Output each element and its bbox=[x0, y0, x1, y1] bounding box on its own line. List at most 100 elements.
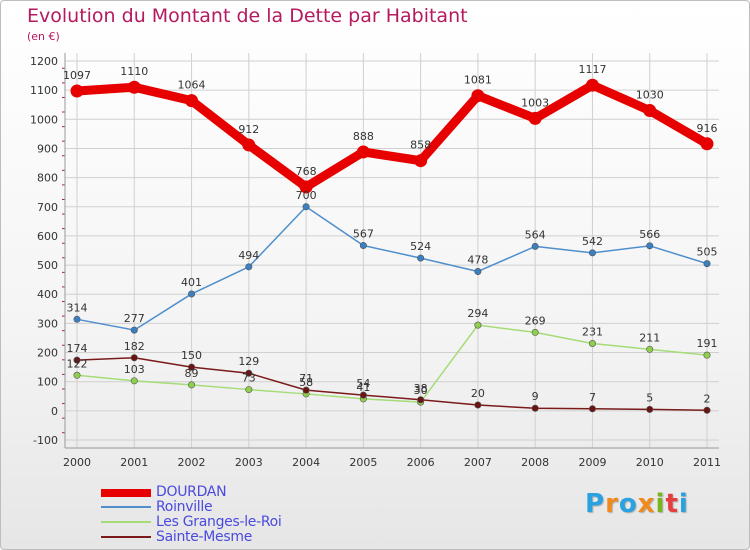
data-label-roinville: 505 bbox=[697, 246, 718, 259]
data-point-sainte-mesme bbox=[588, 405, 596, 413]
series-line-roinville bbox=[76, 206, 708, 331]
data-point-dourdan bbox=[414, 154, 428, 168]
x-tick-label: 2006 bbox=[407, 456, 435, 469]
x-tick-label: 2008 bbox=[521, 456, 549, 469]
data-point-les-granges-le-roi bbox=[531, 328, 539, 336]
axes: -100 0 100 200 300 400 500 600 700 800 900 1000 1100… bbox=[30, 53, 721, 469]
x-tick-label: 2010 bbox=[636, 456, 664, 469]
data-point-dourdan bbox=[356, 145, 370, 159]
data-point-sainte-mesme bbox=[646, 405, 654, 413]
data-label-les-granges-le-roi: 211 bbox=[639, 331, 660, 344]
data-point-sainte-mesme bbox=[188, 363, 196, 371]
data-label-les-granges-le-roi: 30 bbox=[414, 384, 428, 397]
data-label-roinville: 567 bbox=[353, 228, 374, 241]
chart-title: Evolution du Montant de la Dette par Hab… bbox=[27, 5, 468, 27]
series-lines bbox=[70, 78, 714, 414]
y-tick-label: -100 bbox=[33, 434, 58, 447]
y-tick-label: 1000 bbox=[30, 113, 58, 126]
data-label-les-granges-le-roi: 231 bbox=[582, 326, 603, 339]
data-label-dourdan: 858 bbox=[410, 139, 431, 152]
data-label-dourdan: 1003 bbox=[521, 96, 549, 109]
data-point-sainte-mesme bbox=[531, 404, 539, 412]
data-point-sainte-mesme bbox=[359, 391, 367, 399]
y-tick-label: 400 bbox=[37, 288, 58, 301]
series-line-sainte-mesme bbox=[76, 357, 708, 412]
data-label-dourdan: 768 bbox=[296, 165, 317, 178]
data-point-sainte-mesme bbox=[474, 401, 482, 409]
data-label-dourdan: 1081 bbox=[464, 74, 492, 87]
legend-label: DOURDAN bbox=[156, 484, 227, 500]
series-line-les-granges-le-roi bbox=[76, 324, 708, 403]
data-point-les-granges-le-roi bbox=[188, 381, 196, 389]
y-tick-label: 100 bbox=[37, 376, 58, 389]
data-point-roinville bbox=[588, 249, 596, 257]
legend-swatch bbox=[101, 536, 151, 538]
data-label-sainte-mesme: 9 bbox=[532, 390, 539, 403]
data-label-sainte-mesme: 38 bbox=[414, 382, 428, 395]
data-label-roinville: 566 bbox=[639, 228, 660, 241]
data-point-les-granges-le-roi bbox=[73, 371, 81, 379]
y-tick-label: 700 bbox=[37, 201, 58, 214]
data-label-les-granges-le-roi: 294 bbox=[467, 307, 488, 320]
data-point-dourdan bbox=[471, 89, 485, 103]
y-tick-label: 200 bbox=[37, 347, 58, 360]
chart-subtitle: (en €) bbox=[27, 30, 60, 43]
grid-lines bbox=[65, 53, 719, 448]
data-label-sainte-mesme: 7 bbox=[589, 391, 596, 404]
x-tick-label: 2000 bbox=[63, 456, 91, 469]
legend-swatch bbox=[101, 489, 151, 497]
data-label-dourdan: 1064 bbox=[178, 79, 206, 92]
y-tick-label: 0 bbox=[51, 405, 58, 418]
data-label-dourdan: 1097 bbox=[63, 69, 91, 82]
data-point-dourdan bbox=[299, 180, 313, 194]
data-point-sainte-mesme bbox=[703, 406, 711, 414]
data-label-sainte-mesme: 150 bbox=[181, 349, 202, 362]
y-tick-label: 1200 bbox=[30, 55, 58, 68]
data-point-roinville bbox=[73, 315, 81, 323]
legend-label: Roinville bbox=[156, 499, 213, 515]
y-tick-label: 1100 bbox=[30, 84, 58, 97]
x-tick-label: 2002 bbox=[178, 456, 206, 469]
data-label-sainte-mesme: 54 bbox=[356, 377, 370, 390]
data-point-dourdan bbox=[700, 137, 714, 151]
data-label-sainte-mesme: 20 bbox=[471, 387, 485, 400]
data-point-les-granges-le-roi bbox=[474, 321, 482, 329]
data-point-roinville bbox=[245, 263, 253, 271]
data-point-roinville bbox=[302, 203, 310, 211]
legend-swatch bbox=[101, 521, 151, 523]
y-tick-label: 600 bbox=[37, 230, 58, 243]
data-point-dourdan bbox=[70, 84, 84, 98]
data-label-roinville: 564 bbox=[525, 228, 546, 241]
data-point-sainte-mesme bbox=[302, 386, 310, 394]
data-point-les-granges-le-roi bbox=[130, 377, 138, 385]
data-point-sainte-mesme bbox=[417, 396, 425, 404]
data-label-roinville: 700 bbox=[296, 189, 317, 202]
data-point-sainte-mesme bbox=[73, 356, 81, 364]
x-tick-label: 2003 bbox=[235, 456, 263, 469]
data-label-sainte-mesme: 174 bbox=[67, 342, 88, 355]
data-point-dourdan bbox=[643, 104, 657, 118]
data-label-roinville: 401 bbox=[181, 276, 202, 289]
data-label-sainte-mesme: 2 bbox=[704, 392, 711, 405]
data-point-roinville bbox=[188, 290, 196, 298]
y-tick-label: 900 bbox=[37, 142, 58, 155]
series-line-dourdan bbox=[72, 80, 712, 192]
data-point-sainte-mesme bbox=[245, 369, 253, 377]
legend-label: Les Granges-le-Roi bbox=[156, 514, 282, 530]
data-point-roinville bbox=[130, 326, 138, 334]
data-label-sainte-mesme: 71 bbox=[299, 372, 313, 385]
data-point-roinville bbox=[531, 242, 539, 250]
data-label-dourdan: 912 bbox=[238, 123, 259, 136]
data-label-les-granges-le-roi: 191 bbox=[697, 337, 718, 350]
data-point-dourdan bbox=[127, 80, 141, 94]
data-point-les-granges-le-roi bbox=[245, 386, 253, 394]
y-tick-label: 800 bbox=[37, 172, 58, 185]
data-label-roinville: 524 bbox=[410, 240, 431, 253]
data-label-les-granges-le-roi: 58 bbox=[299, 376, 313, 389]
data-label-roinville: 494 bbox=[238, 249, 259, 262]
data-label-les-granges-le-roi: 103 bbox=[124, 363, 145, 376]
data-point-roinville bbox=[359, 242, 367, 250]
data-label-sainte-mesme: 5 bbox=[646, 391, 653, 404]
